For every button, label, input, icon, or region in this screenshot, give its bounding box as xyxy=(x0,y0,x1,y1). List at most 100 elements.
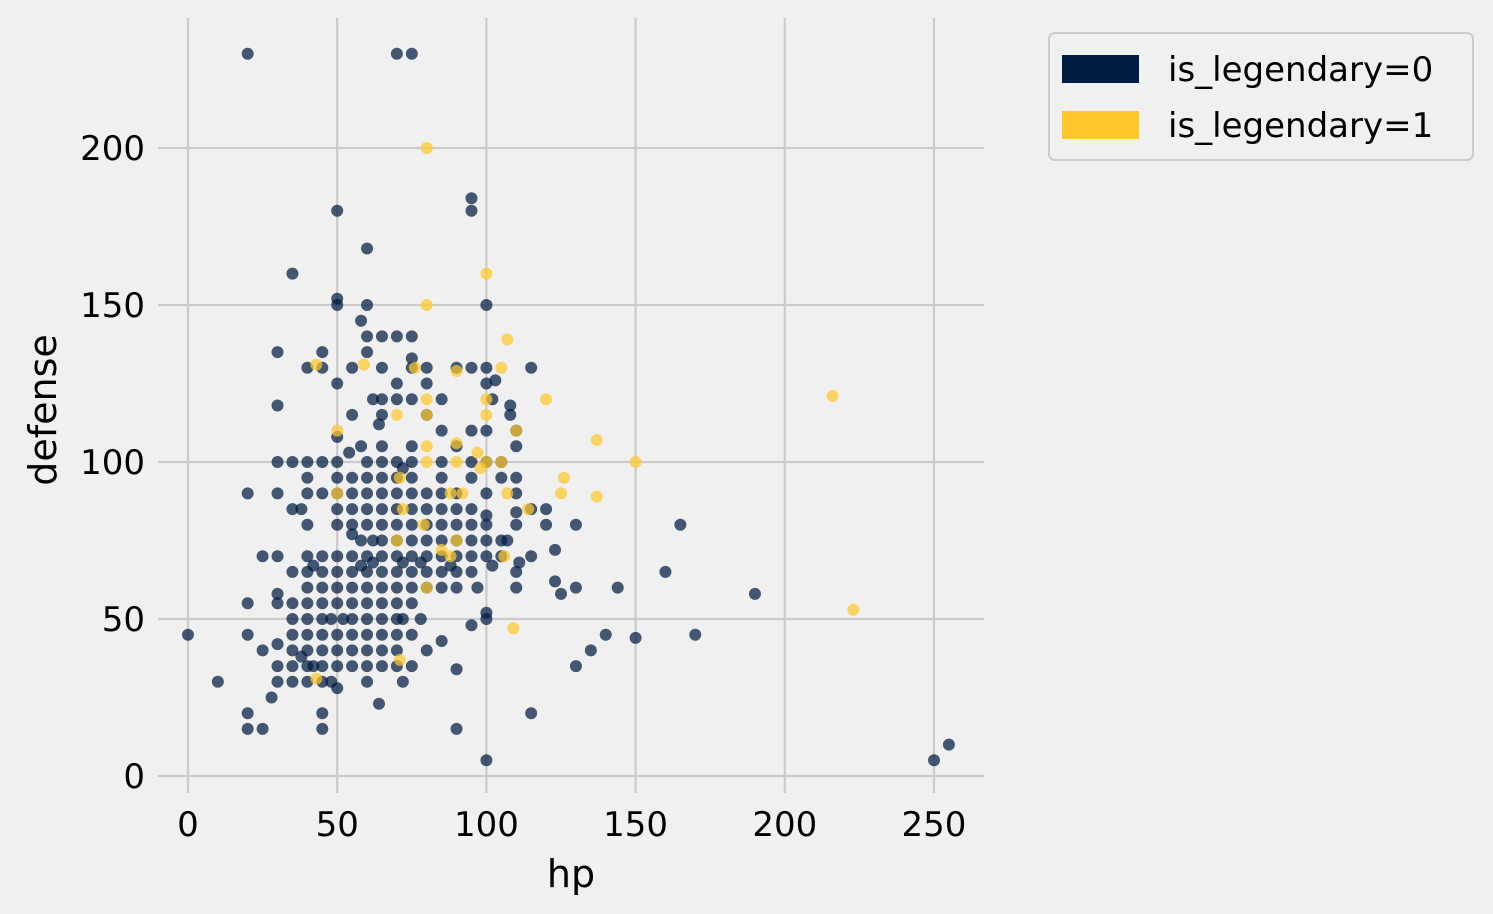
scatter-point xyxy=(346,644,359,657)
scatter-point xyxy=(480,424,493,437)
scatter-point xyxy=(405,518,418,531)
scatter-point xyxy=(435,424,448,437)
x-axis-title: hp xyxy=(547,852,595,896)
scatter-point xyxy=(361,628,374,641)
scatter-point xyxy=(435,581,448,594)
scatter-point xyxy=(390,487,403,500)
scatter-point xyxy=(316,707,329,720)
scatter-point xyxy=(271,487,284,500)
scatter-point xyxy=(331,550,344,563)
scatter-point xyxy=(495,361,508,374)
scatter-point xyxy=(301,456,314,468)
scatter-point xyxy=(420,503,433,516)
scatter-point xyxy=(486,559,499,572)
scatter-point xyxy=(310,358,323,371)
scatter-point xyxy=(510,440,523,453)
scatter-point xyxy=(540,393,553,406)
scatter-point xyxy=(301,550,314,563)
series-1 xyxy=(310,142,860,685)
scatter-point xyxy=(659,565,672,578)
scatter-point xyxy=(826,390,839,403)
scatter-point xyxy=(331,682,344,695)
scatter-point xyxy=(405,330,418,343)
scatter-point xyxy=(450,581,463,594)
scatter-point xyxy=(480,509,493,522)
scatter-point xyxy=(331,660,344,673)
scatter-point xyxy=(355,440,368,453)
scatter-point xyxy=(501,534,514,547)
scatter-point xyxy=(393,653,406,666)
data-points xyxy=(182,47,955,767)
scatter-point xyxy=(301,613,314,625)
scatter-point xyxy=(510,424,523,437)
scatter-point xyxy=(420,581,433,594)
scatter-point xyxy=(417,518,430,531)
scatter-point xyxy=(331,424,344,437)
scatter-point xyxy=(295,650,308,663)
grid-lines xyxy=(158,18,984,793)
scatter-point xyxy=(405,628,418,641)
scatter-point xyxy=(301,487,314,500)
scatter-point xyxy=(498,550,511,563)
scatter-point xyxy=(256,550,269,563)
scatter-point xyxy=(435,456,448,468)
scatter-point xyxy=(316,565,329,578)
scatter-point xyxy=(420,377,433,390)
scatter-point xyxy=(435,534,448,547)
scatter-point xyxy=(555,487,567,500)
scatter-point xyxy=(331,565,344,578)
scatter-point xyxy=(405,597,418,610)
scatter-point xyxy=(390,518,403,531)
scatter-point xyxy=(450,437,463,450)
scatter-point xyxy=(316,456,329,468)
scatter-point xyxy=(847,603,860,616)
scatter-point xyxy=(450,518,463,531)
scatter-point xyxy=(301,518,314,531)
scatter-point xyxy=(495,456,508,468)
scatter-point xyxy=(480,534,493,547)
scatter-point xyxy=(346,597,359,610)
y-tick-label: 100 xyxy=(80,443,145,483)
scatter-point xyxy=(507,622,520,635)
scatter-point xyxy=(569,581,582,594)
scatter-point xyxy=(182,628,194,641)
scatter-point xyxy=(355,534,368,547)
scatter-point xyxy=(325,613,338,625)
scatter-point xyxy=(346,528,359,541)
scatter-point xyxy=(390,393,403,406)
scatter-point xyxy=(504,408,517,421)
scatter-point xyxy=(420,487,433,500)
scatter-point xyxy=(510,487,523,500)
scatter-point xyxy=(465,550,478,563)
scatter-point xyxy=(301,581,314,594)
scatter-point xyxy=(549,543,562,556)
scatter-point xyxy=(331,299,344,311)
scatter-point xyxy=(569,518,582,531)
scatter-point xyxy=(396,503,409,516)
scatter-point xyxy=(504,399,517,412)
scatter-point xyxy=(301,660,314,673)
scatter-point xyxy=(405,487,418,500)
scatter-point xyxy=(375,440,388,453)
scatter-point xyxy=(584,644,597,657)
scatter-point xyxy=(331,471,344,484)
scatter-point xyxy=(241,47,254,60)
scatter-point xyxy=(367,393,380,406)
scatter-point xyxy=(241,628,254,641)
scatter-point xyxy=(450,503,463,516)
scatter-point xyxy=(375,330,388,343)
scatter-point xyxy=(444,487,457,500)
scatter-point xyxy=(420,408,433,421)
scatter-point xyxy=(286,675,299,688)
scatter-point xyxy=(405,440,418,453)
scatter-point xyxy=(480,606,493,619)
scatter-point xyxy=(343,446,356,459)
scatter-point xyxy=(256,722,269,735)
scatter-point xyxy=(346,503,359,516)
scatter-point xyxy=(361,644,374,657)
scatter-point xyxy=(629,631,642,644)
scatter-point xyxy=(271,550,284,563)
scatter-point xyxy=(256,644,269,657)
scatter-point xyxy=(420,299,433,311)
scatter-point xyxy=(301,471,314,484)
